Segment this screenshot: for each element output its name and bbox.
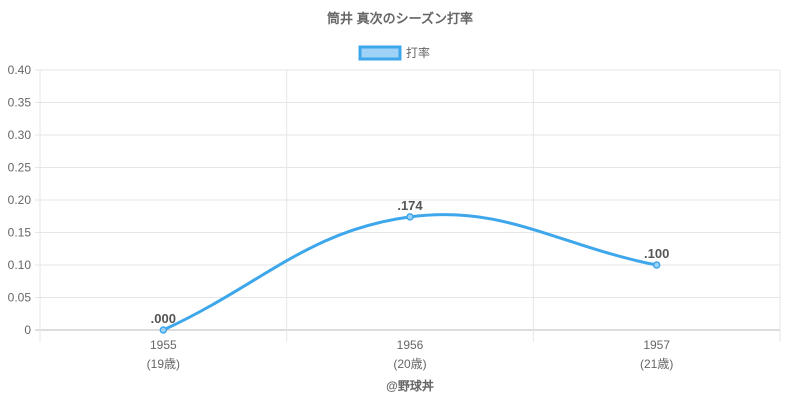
- y-tick-label: 0.35: [8, 96, 32, 110]
- y-tick-label: 0.10: [8, 258, 32, 272]
- y-tick-label: 0.05: [8, 291, 32, 305]
- data-point: [406, 213, 414, 221]
- x-tick-label: 1956: [397, 338, 424, 352]
- y-tick-label: 0.20: [8, 193, 32, 207]
- x-tick-sublabel: (21歳): [640, 357, 673, 371]
- legend-swatch[interactable]: [358, 45, 402, 61]
- y-tick-label: 0: [24, 323, 31, 337]
- data-point: [652, 261, 661, 269]
- data-label: .000: [151, 311, 176, 326]
- y-tick-label: 0.15: [8, 226, 32, 240]
- x-tick-sublabel: (20歳): [393, 357, 426, 371]
- data-point: [159, 326, 168, 334]
- legend-label[interactable]: 打率: [406, 45, 430, 60]
- data-label: .100: [644, 246, 669, 261]
- x-tick-sublabel: (19歳): [147, 357, 180, 371]
- chart-title: 筒井 真次のシーズン打率: [327, 11, 473, 26]
- series-line: [162, 213, 657, 332]
- y-tick-label: 0.25: [8, 161, 32, 175]
- data-label: .174: [397, 198, 423, 213]
- credit: @野球丼: [386, 378, 434, 393]
- x-tick-label: 1955: [150, 338, 177, 352]
- y-tick-label: 0.30: [8, 128, 32, 142]
- y-tick-label: 0.40: [8, 63, 32, 77]
- x-tick-label: 1957: [643, 338, 670, 352]
